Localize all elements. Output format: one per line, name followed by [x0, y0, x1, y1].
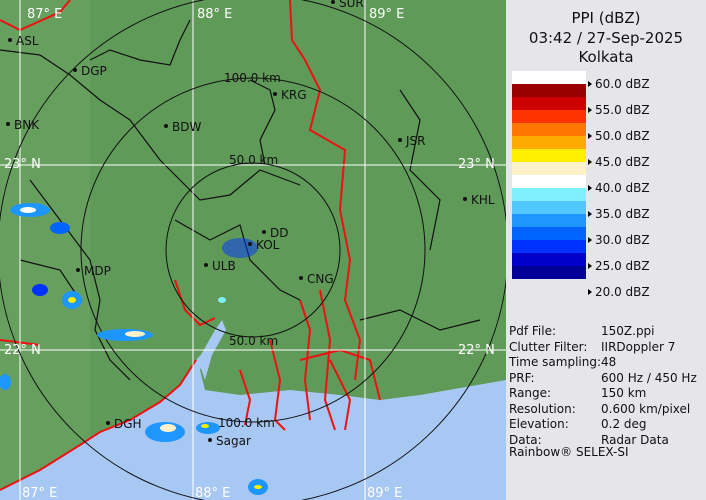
lat-22-left-label: 22° N [4, 343, 41, 358]
legend-color-band [512, 253, 586, 266]
land-west [0, 0, 90, 500]
city-label: KRG [281, 88, 307, 102]
metadata-value: 0.600 km/pixel [601, 401, 691, 416]
city-marker [204, 263, 208, 267]
city-label: ASL [16, 34, 39, 48]
metadata-key: Elevation: [509, 417, 569, 431]
city-marker [208, 438, 212, 442]
lon-87-bottom-label: 87° E [22, 486, 57, 500]
city-label: ULB [212, 259, 236, 273]
legend-color-band [512, 214, 586, 227]
info-panel: PPI (dBZ) 03:42 / 27-Sep-2025 Kolkata 60… [506, 0, 706, 500]
legend-label: 60.0 dBZ [588, 77, 650, 91]
city-marker [106, 421, 110, 425]
lat-22-right-label: 22° N [458, 343, 495, 358]
metadata-key: Resolution: [509, 401, 576, 416]
range-label-100km: 100.0 km [224, 71, 281, 85]
metadata-key: Range: [509, 386, 552, 400]
metadata-value: 600 Hz / 450 Hz [601, 370, 697, 385]
city-label: DGH [114, 417, 142, 431]
radar-map[interactable]: 87° E 88° E 89° E 87° E 88° E 89° E 23° … [0, 0, 506, 500]
site-name: Kolkata [578, 48, 634, 66]
metadata-value: IIRDoppler 7 [601, 339, 676, 354]
legend-color-band [512, 201, 586, 214]
legend-color-band [512, 149, 586, 162]
legend-color-band [512, 110, 586, 123]
city-marker [73, 68, 77, 72]
legend-label: 25.0 dBZ [588, 259, 650, 273]
legend-color-band [512, 175, 586, 188]
city-marker [8, 38, 12, 42]
city-label: CNG [307, 272, 334, 286]
legend-label: 30.0 dBZ [588, 233, 650, 247]
legend-color-band [512, 123, 586, 136]
city-label: Sagar [216, 434, 251, 448]
city-marker [76, 268, 80, 272]
range-label-100km-bottom: 100.0 km [218, 416, 275, 430]
range-label-50km-top: 50.0 km [229, 153, 278, 167]
city-label: MDP [84, 264, 111, 278]
city-marker [331, 0, 335, 4]
city-marker [262, 230, 266, 234]
district-borders [0, 19, 481, 381]
legend-label: 35.0 dBZ [588, 207, 650, 221]
footer-brand: Rainbow® SELEX-SI [509, 445, 629, 459]
metadata-value: 150Z.ppi [601, 324, 655, 338]
city-label: BDW [172, 120, 201, 134]
metadata-key: Time sampling: [509, 355, 602, 369]
legend-color-band [512, 240, 586, 253]
legend-label: 55.0 dBZ [588, 103, 650, 117]
lon-88-top-label: 88° E [197, 7, 232, 22]
metadata-value: 150 km [601, 386, 647, 400]
city-marker [273, 92, 277, 96]
city-label: SUR [339, 0, 364, 10]
city-label: JSR [405, 134, 426, 148]
city-label: DD [270, 226, 288, 240]
city-marker [299, 276, 303, 280]
metadata-value: 48 [601, 355, 617, 369]
city-marker [164, 124, 168, 128]
legend-label: 45.0 dBZ [588, 155, 650, 169]
legend-label: 20.0 dBZ [588, 285, 650, 299]
legend-label: 40.0 dBZ [588, 181, 650, 195]
metadata-key: Data: [509, 432, 542, 447]
lon-89-top-label: 89° E [369, 7, 404, 22]
legend-color-band [512, 266, 586, 279]
city-label: KOL [256, 238, 280, 252]
city-label: BNK [14, 118, 40, 132]
lat-23-right-label: 23° N [458, 157, 495, 172]
metadata-key: Clutter Filter: [509, 339, 588, 354]
city-marker [463, 197, 467, 201]
legend-color-band [512, 188, 586, 201]
metadata-value: 0.2 deg [601, 417, 647, 431]
city-label: KHL [471, 193, 495, 207]
city-marker [6, 122, 10, 126]
metadata-key: PRF: [509, 370, 535, 385]
city-marker [248, 242, 252, 246]
metadata-value: Radar Data [601, 432, 669, 447]
graticule [0, 0, 506, 500]
legend-color-band [512, 227, 586, 240]
range-label-50km-bottom: 50.0 km [229, 334, 278, 348]
lat-23-left-label: 23° N [4, 157, 41, 172]
legend-label: 50.0 dBZ [588, 129, 650, 143]
datetime: 03:42 / 27-Sep-2025 [528, 29, 684, 47]
legend-color-band [512, 71, 586, 84]
range-rings [0, 0, 506, 500]
lon-88-bottom-label: 88° E [195, 486, 230, 500]
lon-87-top-label: 87° E [27, 7, 62, 22]
legend-color-band [512, 97, 586, 110]
legend-color-band [512, 84, 586, 97]
metadata-key: Pdf File: [509, 324, 557, 338]
legend-color-band [512, 136, 586, 149]
lon-89-bottom-label: 89° E [367, 486, 402, 500]
city-label: DGP [81, 64, 107, 78]
product-title: PPI (dBZ) [571, 9, 641, 27]
city-marker [398, 138, 402, 142]
legend-color-band [512, 162, 586, 175]
